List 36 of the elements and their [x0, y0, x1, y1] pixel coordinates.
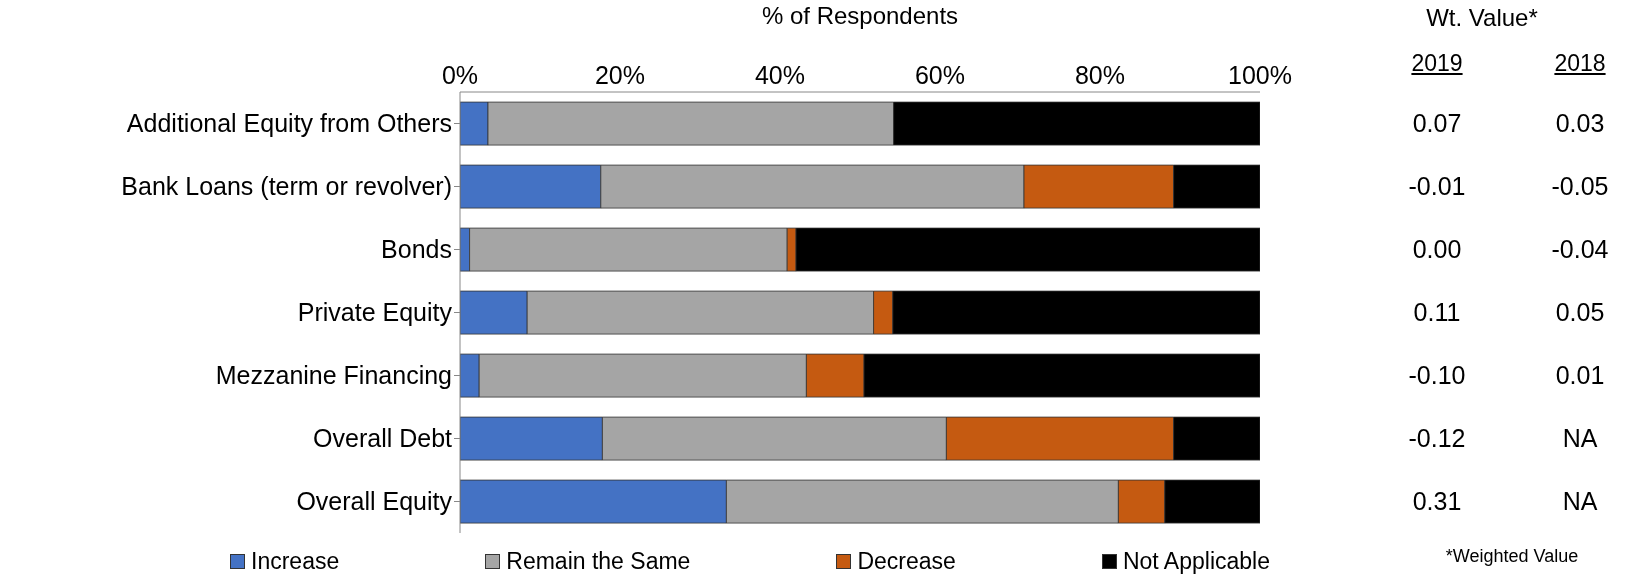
text: 0.07 [1412, 108, 1462, 137]
y-tick-label: Overall Equity [296, 487, 453, 516]
y-tick-label: Overall Debt [313, 424, 453, 453]
legend-label: Not Applicable [1122, 548, 1270, 575]
category-label: 2018 [1554, 50, 1606, 76]
legend-label: Remain the Same [506, 548, 691, 575]
text: 0.03 [1555, 108, 1605, 137]
text: NA [1562, 423, 1598, 452]
category-label: 2019 [1411, 50, 1463, 76]
x-tick-label: 80% [1074, 61, 1126, 89]
y-tick-label: Additional Equity from Others [126, 109, 452, 138]
x-tick-label: 0% [441, 61, 479, 89]
text: *Weighted Value [1444, 546, 1580, 567]
text: -0.05 [1551, 171, 1609, 200]
text: 0.01 [1555, 360, 1605, 389]
text: 0.00 [1412, 234, 1462, 263]
legend-label: Decrease [857, 548, 956, 575]
x-axis-title: % of Respondents [760, 2, 960, 30]
text: Wt. Value* [1425, 4, 1539, 32]
y-tick-label: Private Equity [297, 298, 453, 327]
y-tick-label: Bank Loans (term or revolver) [121, 172, 452, 201]
text: -0.10 [1408, 360, 1466, 389]
text: 0.31 [1412, 486, 1462, 515]
text: 0.11 [1413, 297, 1461, 326]
legend-label: Increase [251, 548, 340, 575]
y-tick-label: Mezzanine Financing [215, 361, 452, 390]
x-tick-label: 100% [1228, 61, 1292, 89]
text: -0.01 [1408, 171, 1466, 200]
x-tick-label: 60% [914, 61, 966, 89]
text: -0.12 [1408, 423, 1466, 452]
text: NA [1562, 486, 1598, 515]
text: 0.05 [1555, 297, 1605, 326]
text: -0.04 [1551, 234, 1609, 263]
x-tick-label: 40% [754, 61, 806, 89]
y-tick-label: Bonds [381, 235, 452, 264]
x-tick-label: 20% [594, 61, 646, 89]
